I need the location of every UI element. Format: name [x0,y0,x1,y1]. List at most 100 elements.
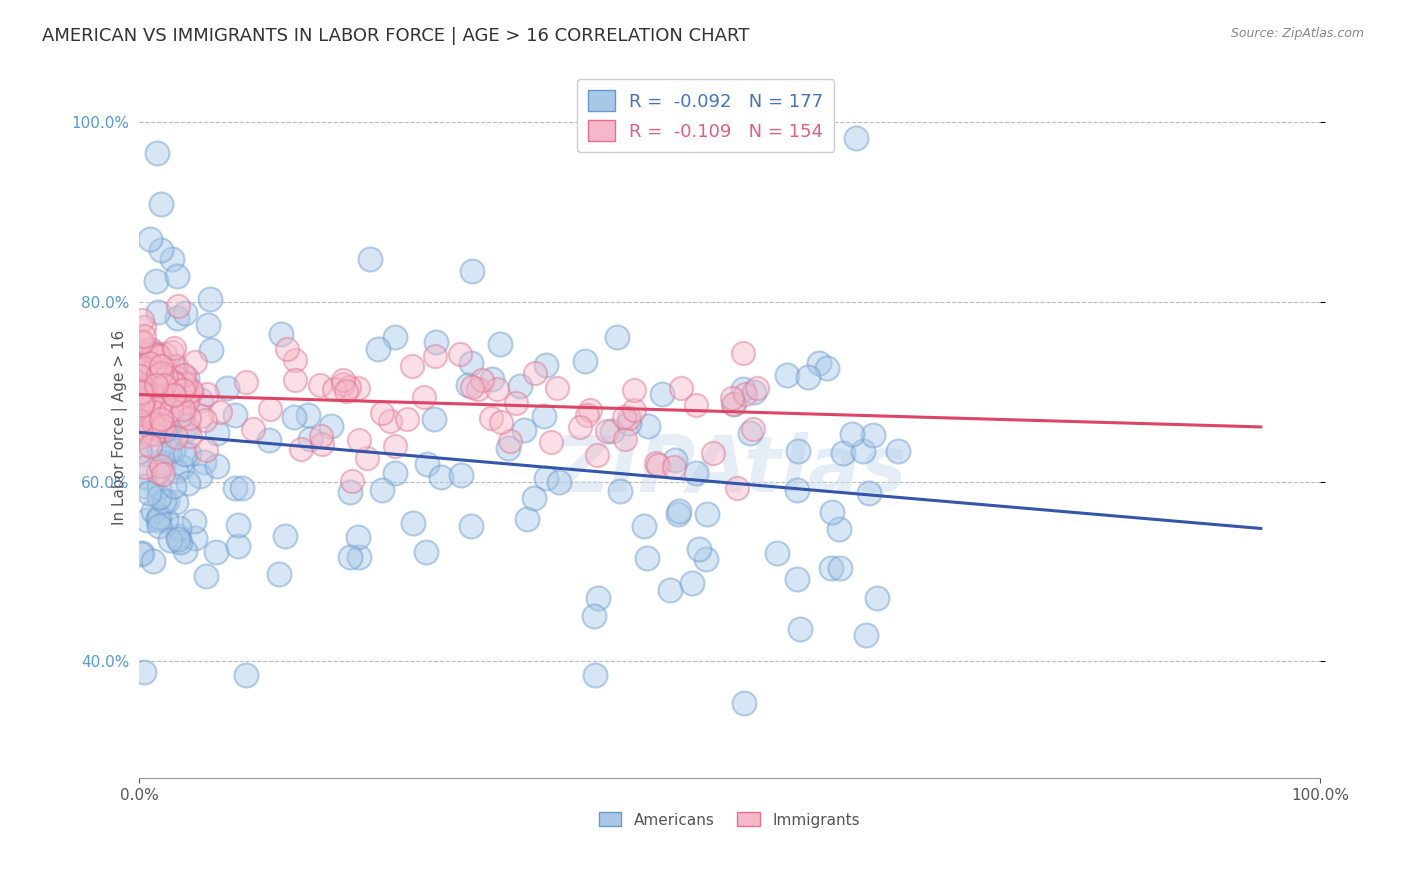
Point [177,386,200,401]
Point [166,532,188,546]
Point [284,373,307,387]
Point [183,355,205,369]
Point [619,411,641,425]
Point [742,422,765,436]
Point [356,450,378,465]
Point [169,534,191,549]
Point [668,504,690,518]
Point [429,470,451,484]
Point [685,398,707,412]
Point [623,383,645,397]
Point [148,349,170,363]
Point [149,398,172,412]
Point [845,131,868,145]
Point [128,382,150,396]
Point [142,503,165,517]
Point [613,409,636,424]
Point [162,376,184,391]
Point [742,385,765,400]
Point [200,343,222,358]
Point [576,408,599,422]
Point [152,423,174,437]
Point [828,522,851,536]
Point [134,360,156,375]
Point [132,393,155,408]
Legend: Americans, Immigrants: Americans, Immigrants [592,806,866,834]
Point [132,320,155,334]
Point [163,341,186,355]
Point [536,359,558,373]
Point [215,381,238,395]
Point [141,411,163,425]
Point [173,368,195,382]
Point [146,145,169,160]
Point [150,196,173,211]
Point [163,388,186,402]
Point [349,549,371,564]
Point [138,356,160,370]
Point [371,406,394,420]
Point [669,381,692,395]
Point [167,395,190,409]
Point [647,458,669,472]
Point [150,387,173,401]
Point [142,427,165,442]
Point [460,519,482,533]
Point [401,516,423,531]
Point [155,422,177,436]
Point [489,337,512,351]
Point [335,384,357,398]
Point [337,380,360,394]
Point [731,382,754,396]
Point [172,368,194,383]
Point [460,356,482,370]
Point [540,435,562,450]
Point [143,405,166,419]
Point [172,459,194,474]
Point [644,456,666,470]
Point [138,485,160,500]
Point [174,376,197,391]
Point [231,481,253,495]
Text: AMERICAN VS IMMIGRANTS IN LABOR FORCE | AGE > 16 CORRELATION CHART: AMERICAN VS IMMIGRANTS IN LABOR FORCE | … [42,27,749,45]
Point [681,575,703,590]
Point [276,342,298,356]
Point [766,546,789,560]
Point [149,416,172,430]
Point [332,373,354,387]
Point [129,334,152,348]
Point [830,561,852,575]
Point [194,569,217,583]
Point [666,507,689,521]
Point [224,482,246,496]
Point [815,360,838,375]
Point [159,372,181,386]
Point [148,441,170,455]
Point [235,375,257,389]
Point [139,342,162,356]
Y-axis label: In Labor Force | Age > 16: In Labor Force | Age > 16 [112,330,128,525]
Point [167,521,190,535]
Point [131,398,153,412]
Point [197,318,219,332]
Point [359,252,381,267]
Point [163,376,186,390]
Point [461,380,484,394]
Point [259,402,281,417]
Point [132,665,155,679]
Point [176,370,198,384]
Point [311,437,333,451]
Point [132,416,155,430]
Point [858,486,880,500]
Point [162,442,184,457]
Point [664,453,686,467]
Point [322,382,344,396]
Point [141,421,163,435]
Point [169,409,191,423]
Point [183,531,205,545]
Point [132,387,155,401]
Point [146,304,169,318]
Point [745,381,768,395]
Point [347,530,370,544]
Point [167,299,190,313]
